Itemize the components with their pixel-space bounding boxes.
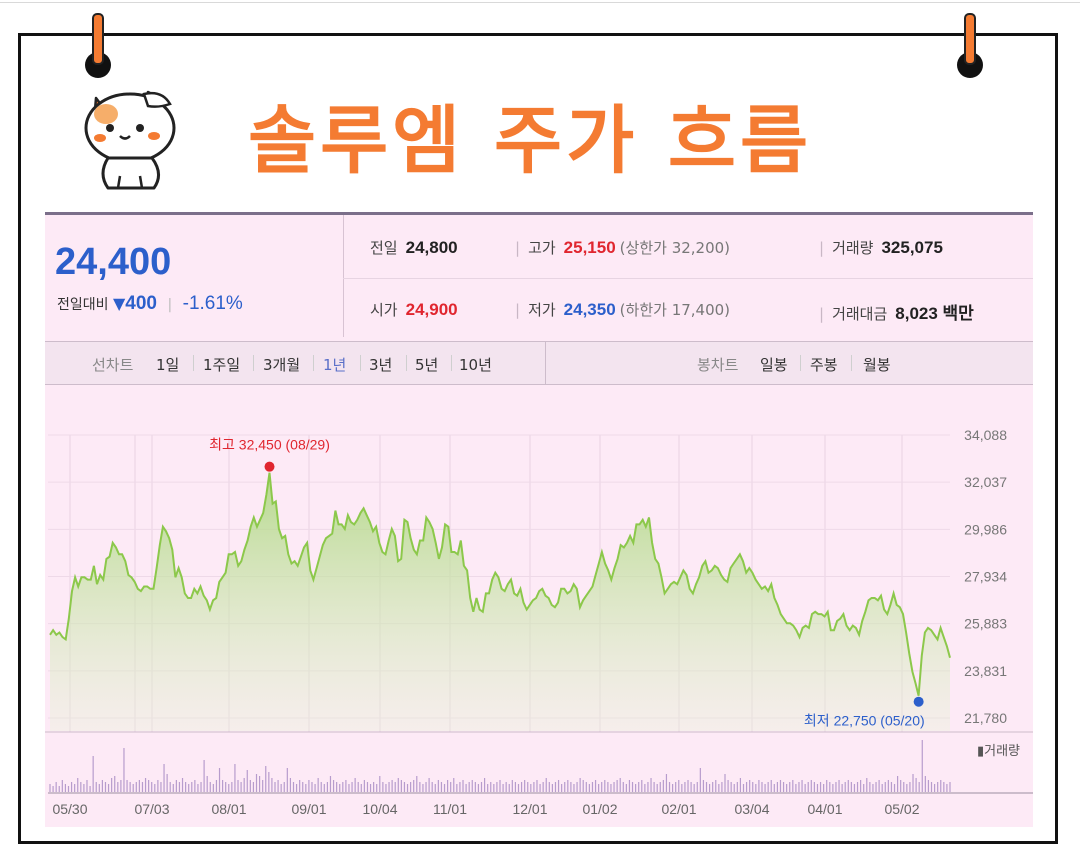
tab-1w[interactable]: 1주일 <box>203 356 241 374</box>
x-tick-label: 08/01 <box>211 801 246 817</box>
tab-separator <box>193 355 194 371</box>
stat-separator: | <box>515 239 521 257</box>
tab-separator <box>313 355 314 371</box>
stat-label: 시가 <box>370 301 398 319</box>
tab-1d[interactable]: 1일 <box>156 356 180 374</box>
stat-prev-close: 전일 24,800 <box>370 237 458 258</box>
x-tick-label: 09/01 <box>291 801 326 817</box>
tab-separator <box>253 355 254 371</box>
stat-value: 24,800 <box>405 238 458 257</box>
max-marker <box>264 461 275 472</box>
x-tick-label: 07/03 <box>134 801 169 817</box>
price-line <box>49 472 951 696</box>
stat-volume: | 거래량 325,075 <box>819 237 943 258</box>
x-tick-label: 12/01 <box>512 801 547 817</box>
stat-separator: | <box>515 301 521 319</box>
volume-legend: ▮거래량 <box>977 743 1020 758</box>
current-price: 24,400 <box>55 241 172 283</box>
upper-limit: (상한가 32,200) <box>619 239 731 257</box>
stat-value: 25,150 <box>563 238 616 257</box>
candle-chart-label: 봉차트 <box>697 356 739 374</box>
tab-3m[interactable]: 3개월 <box>263 356 301 374</box>
chart-tabs: 선차트 1일 1주일 3개월 1년 3년 5년 10년 봉차트 일봉 주봉 월봉 <box>45 341 1033 385</box>
stat-label: 고가 <box>528 239 556 257</box>
stat-separator: | <box>819 239 825 257</box>
y-tick-label: 29,986 <box>964 521 1007 537</box>
tab-separator <box>800 355 801 371</box>
x-tick-label: 05/30 <box>52 801 87 817</box>
min-annotation: 최저 22,750 (05/20) <box>804 713 925 729</box>
y-tick-label: 25,883 <box>964 616 1007 632</box>
stat-value: 325,075 <box>881 238 943 257</box>
extreme-markers: 최고 32,450 (08/29) 최저 22,750 (05/20) <box>209 437 924 729</box>
price-change: 전일대비 ▼400 | -1.61% <box>57 293 243 315</box>
tab-daily[interactable]: 일봉 <box>760 356 788 374</box>
x-tick-label: 05/02 <box>884 801 919 817</box>
stat-separator: | <box>819 305 825 323</box>
price-area <box>50 472 950 731</box>
binder-pin-right <box>964 13 976 65</box>
tab-5y[interactable]: 5년 <box>415 356 439 374</box>
lower-limit: (하한가 17,400) <box>619 301 731 319</box>
stat-trade-amount: | 거래대금 8,023 백만 <box>819 299 974 324</box>
x-axis: 05/30 07/03 08/01 09/01 10/04 11/01 12/01 01/02… <box>52 801 919 817</box>
cat-mascot-icon <box>84 90 176 190</box>
x-tick-label: 04/01 <box>807 801 842 817</box>
y-tick-label: 23,831 <box>964 663 1007 679</box>
min-marker <box>913 696 924 707</box>
change-percent: -1.61% <box>182 293 243 314</box>
line-chart-label: 선차트 <box>92 356 134 374</box>
max-annotation: 최고 32,450 (08/29) <box>209 437 330 453</box>
stat-label: 저가 <box>528 301 556 319</box>
tab-separator <box>451 355 452 371</box>
y-tick-label: 32,037 <box>964 474 1007 490</box>
page-title: 솔루엠 주가 흐름 <box>248 98 813 184</box>
stat-value: 24,350 <box>563 300 616 319</box>
tab-separator <box>360 355 361 371</box>
stat-value: 24,900 <box>405 300 458 319</box>
top-divider <box>0 2 1080 3</box>
stat-label: 거래대금 <box>832 305 888 323</box>
price-box: 24,400 전일대비 ▼400 | -1.61% <box>45 215 344 337</box>
change-label: 전일대비 <box>57 297 109 313</box>
binder-pin-left <box>92 13 104 65</box>
y-axis: 34,088 32,037 29,986 27,934 25,883 23,831 21,7… <box>964 427 1007 726</box>
y-tick-label: 34,088 <box>964 427 1007 443</box>
tab-separator <box>406 355 407 371</box>
y-tick-label: 27,934 <box>964 569 1007 585</box>
x-tick-label: 02/01 <box>661 801 696 817</box>
change-separator: | <box>167 297 173 313</box>
volume-bars: ▮거래량 <box>49 740 1020 792</box>
tab-separator <box>851 355 852 371</box>
x-tick-label: 03/04 <box>734 801 769 817</box>
tabs-divider <box>545 342 546 384</box>
stat-value: 8,023 백만 <box>895 304 974 323</box>
tab-10y[interactable]: 10년 <box>459 356 492 374</box>
tab-monthly[interactable]: 월봉 <box>863 356 891 374</box>
stat-label: 전일 <box>370 239 398 257</box>
tab-1y[interactable]: 1년 <box>323 356 347 374</box>
stat-label: 거래량 <box>832 239 874 257</box>
x-tick-label: 10/04 <box>362 801 397 817</box>
tab-weekly[interactable]: 주봉 <box>810 356 838 374</box>
change-value: 400 <box>125 293 157 314</box>
tab-3y[interactable]: 3년 <box>369 356 393 374</box>
stat-low: | 저가 24,350 (하한가 17,400) <box>515 299 730 320</box>
x-tick-label: 11/01 <box>433 801 467 817</box>
stats-row-divider <box>343 278 1033 279</box>
stat-open: 시가 24,900 <box>370 299 458 320</box>
x-tick-label: 01/02 <box>582 801 617 817</box>
y-tick-label: 21,780 <box>964 710 1007 726</box>
stat-high: | 고가 25,150 (상한가 32,200) <box>515 237 730 258</box>
down-triangle-icon: ▼ <box>112 294 126 313</box>
